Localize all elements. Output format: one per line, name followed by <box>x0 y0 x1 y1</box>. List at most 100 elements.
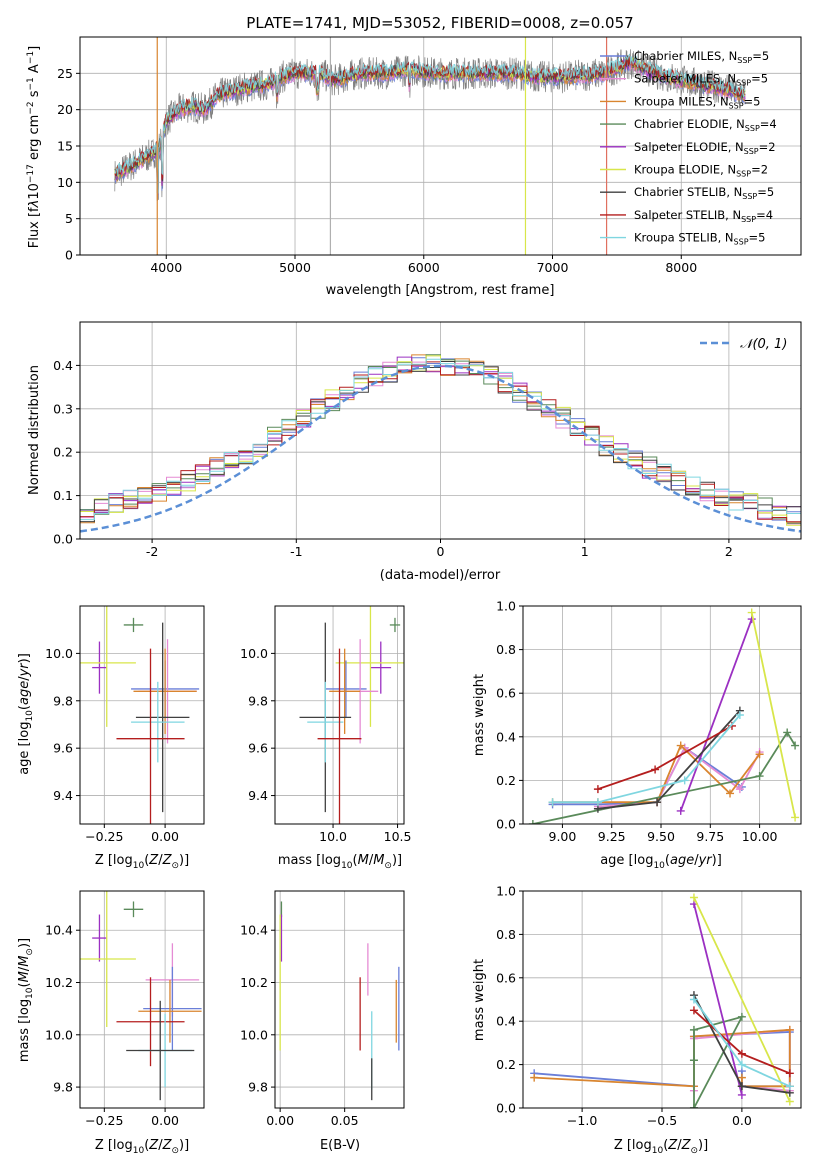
x-tick-label: 6000 <box>408 260 440 275</box>
weight-series-line <box>597 709 741 810</box>
y-tick-label: 10.0 <box>45 646 73 661</box>
x-tick-label: 9.50 <box>647 829 675 844</box>
plus-marker <box>785 1097 794 1106</box>
errorbar-point <box>143 966 202 1051</box>
x-tick-label: −0.25 <box>85 829 123 844</box>
weight-series-line <box>679 618 753 812</box>
plus-marker <box>785 1082 794 1091</box>
x-tick-label: 0.05 <box>331 1113 359 1128</box>
y-tick-label: 10.0 <box>45 1027 73 1042</box>
age-vs-mass-plot-area: 10.0 10.5 9.4 9.6 9.8 10.0 <box>240 605 412 844</box>
plus-marker <box>737 1012 746 1021</box>
data-layer <box>80 606 200 824</box>
x-tick-label: 0.00 <box>151 1113 179 1128</box>
legend-label: Salpeter ELODIE, NSSP=2 <box>634 140 776 156</box>
plus-marker <box>791 813 800 822</box>
x-tick-label: 10.5 <box>384 829 412 844</box>
weight-series-line <box>552 714 741 804</box>
y-tick-label: 0.6 <box>496 970 516 985</box>
y-tick-label: 10.4 <box>45 923 73 938</box>
x-tick-label: -2 <box>146 544 158 559</box>
errorbar-point <box>123 901 144 918</box>
spectrum-plot-area: 4000 5000 6000 7000 8000 0 5 10 15 20 25 <box>57 36 802 275</box>
legend-label: Salpeter MILES, NSSP=5 <box>634 72 768 88</box>
plus-marker <box>791 741 800 750</box>
errorbar-point <box>80 606 136 727</box>
data-layer <box>80 891 202 1101</box>
y-tick-label: 9.6 <box>248 741 268 756</box>
y-tick-label: 10.2 <box>45 975 73 990</box>
x-tick-label: 5000 <box>279 260 311 275</box>
plus-marker <box>755 772 764 781</box>
plus-marker <box>747 608 756 617</box>
data-layer <box>530 893 794 1108</box>
y-tick-label: 9.8 <box>248 1080 268 1095</box>
data-layer <box>299 606 404 824</box>
axes-frame <box>274 890 405 1109</box>
y-tick-label: 0.1 <box>53 488 73 503</box>
y-tick-label: 10.0 <box>240 1027 268 1042</box>
mass-vs-ebv-plot-area: 0.00 0.05 9.8 10.0 10.2 10.4 <box>240 890 405 1128</box>
gridlines <box>275 891 404 1108</box>
plus-marker <box>548 798 557 807</box>
plus-marker <box>737 1049 746 1058</box>
y-tick-label: 0.0 <box>496 817 516 832</box>
plus-marker <box>783 728 792 737</box>
weight-series-line <box>532 730 796 824</box>
x-tick-label: 0.0 <box>732 1113 752 1128</box>
histogram-step-line <box>80 354 801 530</box>
y-tick-label: 0.2 <box>496 1057 516 1072</box>
residuals-legend: 𝒩(0, 1) <box>700 337 787 352</box>
legend-label: Salpeter STELIB, NSSP=4 <box>634 208 773 224</box>
legend-label: Kroupa STELIB, NSSP=5 <box>634 231 765 247</box>
errorbar-point <box>92 914 107 962</box>
weight-vs-z-x-label: Z [log10(Z/Z⊙)] <box>614 1138 708 1156</box>
legend-label: Kroupa MILES, NSSP=5 <box>634 94 760 110</box>
plus-marker <box>676 741 685 750</box>
histogram-step-line <box>80 358 801 521</box>
y-tick-label: 0.8 <box>496 927 516 942</box>
y-tick-label: 0.8 <box>496 642 516 657</box>
errorbar-point <box>92 641 107 694</box>
errorbar-point <box>80 891 136 1027</box>
y-tick-label: 5 <box>65 211 73 226</box>
mass-vs-ebv-x-label: E(B-V) <box>320 1138 360 1153</box>
weight-series-line <box>750 612 796 818</box>
age-vs-z-x-label: Z [log10(Z/Z⊙)] <box>95 853 189 871</box>
weight-vs-age-plot-area: 9.00 9.25 9.50 9.75 10.00 0.0 0.2 0.4 0.6 0.8 1.0 <box>496 599 802 844</box>
errorbar-point <box>370 641 392 694</box>
histogram-step-line <box>80 361 801 530</box>
plus-marker <box>735 711 744 719</box>
plus-marker <box>593 798 602 807</box>
weight-vs-age-x-label: age [log10(age/yr)] <box>600 853 722 871</box>
spectrum-x-label: wavelength [Angstrom, rest frame] <box>326 283 555 298</box>
legend-label: Chabrier MILES, NSSP=5 <box>634 49 769 65</box>
plus-marker <box>528 820 537 824</box>
weight-vs-z-y-label: mass weight <box>472 959 487 1041</box>
x-tick-label: 10.00 <box>742 829 778 844</box>
x-tick-label: 9.00 <box>549 829 577 844</box>
weight-series-line <box>597 725 733 790</box>
y-tick-label: 10.0 <box>240 646 268 661</box>
y-tick-label: 9.6 <box>53 741 73 756</box>
errorbar-point <box>317 648 362 824</box>
y-tick-label: 0.6 <box>496 686 516 701</box>
plus-marker <box>689 995 698 1004</box>
plus-marker <box>737 1060 746 1069</box>
spectrum-legend: Chabrier MILES, NSSP=5 Salpeter MILES, NS… <box>600 49 777 247</box>
plus-marker <box>735 785 744 794</box>
plus-marker <box>653 798 662 807</box>
plus-marker <box>530 1073 539 1082</box>
spectrum-panel: PLATE=1741, MJD=53052, FIBERID=0008, z=0… <box>26 14 802 298</box>
y-tick-label: 25 <box>57 66 73 81</box>
model-spectrum-line <box>114 53 746 194</box>
x-tick-label: 0 <box>437 544 445 559</box>
plus-marker <box>737 1073 746 1082</box>
normal-curve-line <box>80 364 801 533</box>
y-tick-label: 0.2 <box>496 773 516 788</box>
y-tick-label: 0 <box>65 248 73 263</box>
x-tick-label: −0.5 <box>647 1113 677 1128</box>
normal-curve-legend-label: 𝒩(0, 1) <box>740 337 787 352</box>
y-tick-label: 0.3 <box>53 401 73 416</box>
errorbar-point <box>116 977 185 1067</box>
